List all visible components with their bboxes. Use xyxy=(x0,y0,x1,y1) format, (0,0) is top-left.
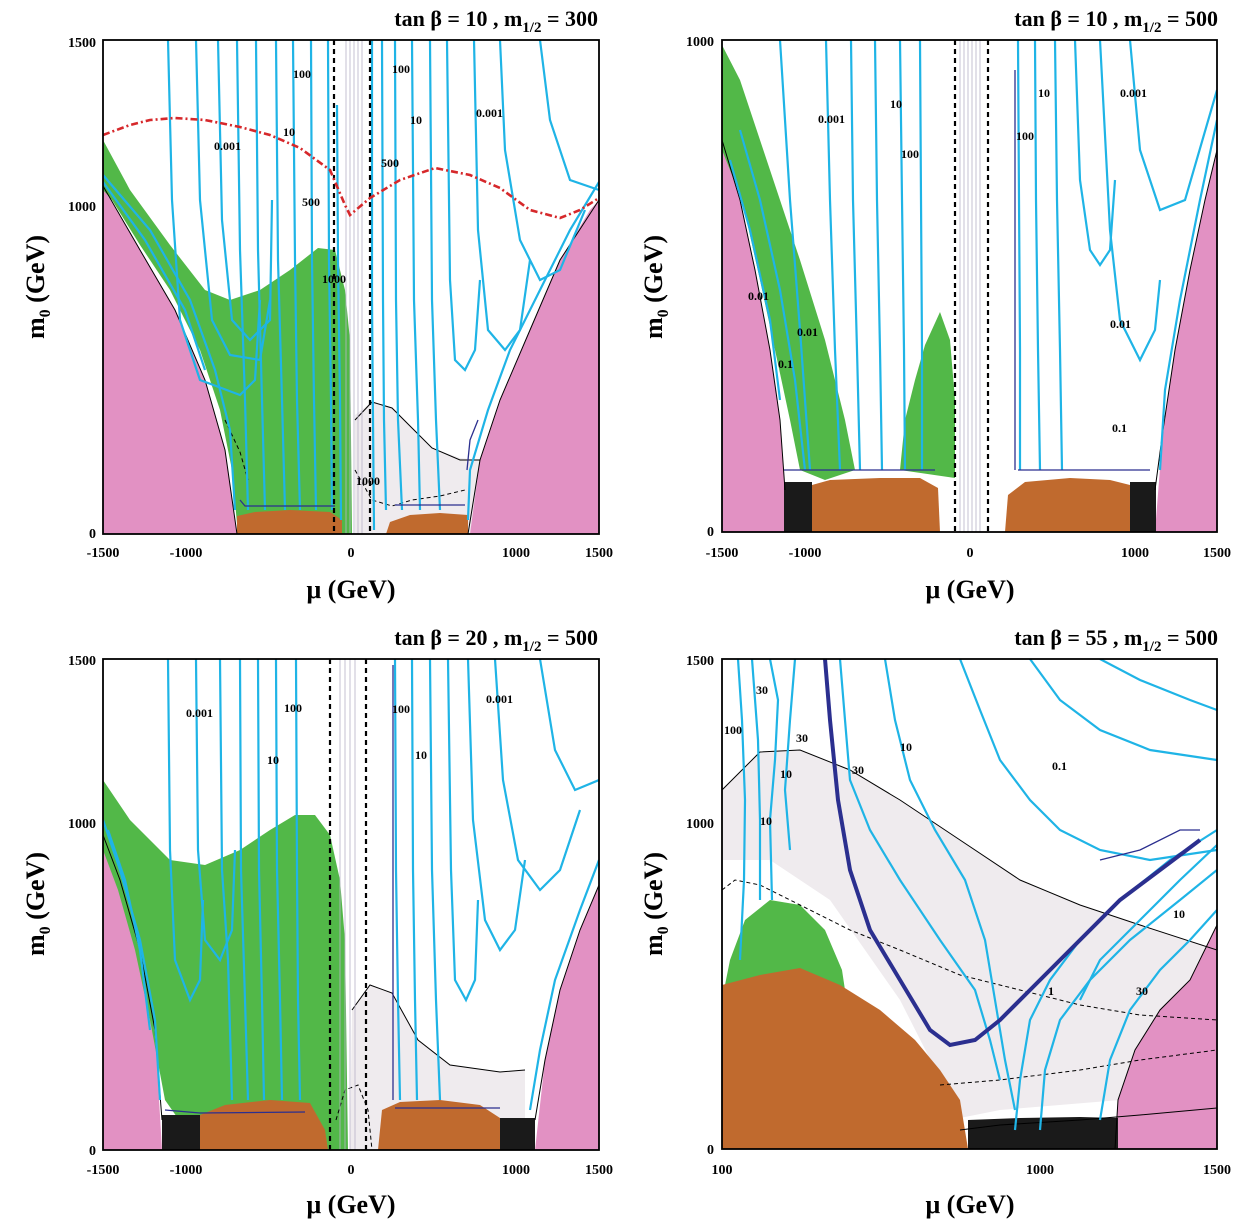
contour-label: 10 xyxy=(890,97,902,111)
contour-label: 1 xyxy=(1048,984,1054,998)
contour-label: 10 xyxy=(780,767,792,781)
panel-4-frame xyxy=(721,658,1218,1150)
contour-label: 10 xyxy=(900,740,912,754)
contour-label: 30 xyxy=(852,763,864,777)
panel-1-pink-left xyxy=(103,186,237,534)
contour-label: 30 xyxy=(1136,984,1148,998)
contour-label: 1000 xyxy=(322,272,346,286)
contour-label: 0.1 xyxy=(1052,759,1067,773)
contour-label: 0.001 xyxy=(1120,86,1147,100)
y-tick: 1500 xyxy=(686,654,714,669)
contour-label: 0.01 xyxy=(748,289,769,303)
x-tick: -1500 xyxy=(87,546,120,561)
panel-1-title: tan β = 10 , m1/2 = 300 xyxy=(394,6,598,36)
x-tick: 0 xyxy=(348,546,355,561)
contour-label: 0.1 xyxy=(778,357,793,371)
contour-label: 1000 xyxy=(356,474,380,488)
panel-3-contour-labels: 0.001 100 10 100 10 0.001 xyxy=(186,692,513,767)
contour-label: 10 xyxy=(415,748,427,762)
x-axis-label: μ (GeV) xyxy=(925,575,1014,604)
contour-label: 30 xyxy=(796,731,808,745)
y-tick: 1000 xyxy=(686,817,714,832)
contour-label: 0.001 xyxy=(818,112,845,126)
x-tick: 1500 xyxy=(1203,1163,1231,1178)
panel-4-contour-labels: 30 100 30 10 10 30 10 0.1 1 10 30 xyxy=(724,683,1185,998)
y-tick: 1000 xyxy=(686,35,714,50)
x-tick: -1000 xyxy=(170,546,203,561)
y-axis-label: m0 (GeV) xyxy=(639,852,672,956)
x-tick: -1500 xyxy=(706,546,739,561)
contour-label: 10 xyxy=(1173,907,1185,921)
contour-label: 0.01 xyxy=(797,325,818,339)
y-tick: 1500 xyxy=(68,36,96,51)
panel-2-contour-labels: 0.001 10 100 10 0.001 100 0.01 0.01 0.1 … xyxy=(748,86,1147,435)
x-tick: 0 xyxy=(348,1163,355,1178)
panel-1-frame xyxy=(102,39,600,535)
contour-label: 30 xyxy=(756,683,768,697)
contour-label: 100 xyxy=(901,147,919,161)
y-axis-label: m0 (GeV) xyxy=(639,235,672,339)
x-tick: 1500 xyxy=(1203,546,1231,561)
contour-label: 10 xyxy=(267,753,279,767)
x-tick: 100 xyxy=(712,1163,733,1178)
y-tick: 0 xyxy=(89,527,96,542)
x-axis-label: μ (GeV) xyxy=(306,575,395,604)
panel-1-contour-labels: 100 100 10 10 0.001 0.001 500 500 1000 1… xyxy=(214,62,503,488)
panel-2-title: tan β = 10 , m1/2 = 500 xyxy=(1014,6,1218,36)
x-tick: -1000 xyxy=(789,546,822,561)
x-tick: -1000 xyxy=(170,1163,203,1178)
contour-label: 0.1 xyxy=(1112,421,1127,435)
panel-1-brown-left xyxy=(237,510,342,534)
contour-label: 100 xyxy=(1016,129,1034,143)
x-tick: 1000 xyxy=(1121,546,1149,561)
panel-1-red-curve xyxy=(103,116,599,220)
y-tick: 1500 xyxy=(68,654,96,669)
panel-3: tan β = 20 , m1/2 = 500 xyxy=(21,625,613,1219)
y-tick: 1000 xyxy=(68,200,96,215)
x-tick: 1000 xyxy=(502,546,530,561)
y-axis-label: m0 (GeV) xyxy=(21,235,54,339)
contour-label: 100 xyxy=(284,701,302,715)
x-axis-label: μ (GeV) xyxy=(306,1190,395,1219)
contour-label: 100 xyxy=(392,702,410,716)
panel-2: tan β = 10 , m1/2 = 500 xyxy=(639,6,1231,604)
contour-label: 500 xyxy=(381,156,399,170)
x-tick: 1000 xyxy=(502,1163,530,1178)
panel-1-brown-right xyxy=(386,513,468,534)
contour-label: 100 xyxy=(293,67,311,81)
y-tick: 0 xyxy=(89,1144,96,1159)
panel-4-title: tan β = 55 , m1/2 = 500 xyxy=(1014,625,1218,655)
x-tick: 0 xyxy=(967,546,974,561)
contour-label: 0.001 xyxy=(476,106,503,120)
contour-label: 10 xyxy=(410,113,422,127)
y-tick: 1000 xyxy=(68,817,96,832)
panel-1-green xyxy=(103,140,352,534)
x-tick: -1500 xyxy=(87,1163,120,1178)
panel-3-frame xyxy=(102,658,600,1151)
contour-label: 0.001 xyxy=(486,692,513,706)
panel-1: tan β = 10 , m1/2 = 300 xyxy=(21,6,613,604)
contour-label: 0.001 xyxy=(186,706,213,720)
x-tick: 1500 xyxy=(585,1163,613,1178)
y-axis-label: m0 (GeV) xyxy=(21,852,54,956)
contour-label: 0.001 xyxy=(214,139,241,153)
contour-label: 10 xyxy=(1038,86,1050,100)
contour-label: 100 xyxy=(392,62,410,76)
x-tick: 1500 xyxy=(585,546,613,561)
contour-label: 500 xyxy=(302,195,320,209)
contour-label: 10 xyxy=(760,814,772,828)
panel-2-frame xyxy=(721,39,1218,533)
contour-label: 0.01 xyxy=(1110,317,1131,331)
panel-4: tan β = 55 , m1/2 = 500 xyxy=(639,625,1231,1219)
y-tick: 0 xyxy=(707,1143,714,1158)
panel-3-title: tan β = 20 , m1/2 = 500 xyxy=(394,625,598,655)
y-tick: 0 xyxy=(707,525,714,540)
x-axis-label: μ (GeV) xyxy=(925,1190,1014,1219)
contour-label: 10 xyxy=(283,125,295,139)
contour-label: 100 xyxy=(724,723,742,737)
panel-1-pink-right xyxy=(468,200,599,534)
x-tick: 1000 xyxy=(1026,1163,1054,1178)
